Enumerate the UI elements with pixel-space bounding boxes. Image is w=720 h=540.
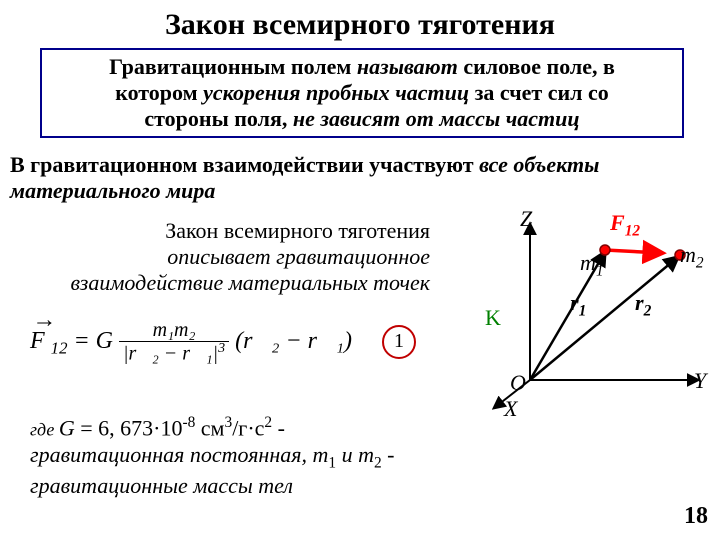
fn-l2b2: 2 — [374, 454, 382, 471]
f-G: G — [96, 328, 113, 354]
label-K: K — [485, 305, 501, 331]
f-den-pow: 3 — [218, 341, 225, 356]
f-eq: = — [73, 328, 95, 354]
fn-unit: см — [195, 415, 224, 440]
label-r1: r1 — [570, 290, 586, 320]
title: Закон всемирного тяготения — [0, 8, 720, 42]
label-O: O — [510, 370, 526, 396]
r1-main: r — [570, 290, 579, 315]
fn-l2end: - — [382, 442, 395, 467]
fn-l2a: гравитационная постоянная, m — [30, 442, 328, 467]
fn-per: /г·с — [232, 415, 264, 440]
fn-exp: -8 — [182, 414, 195, 431]
f-lhs-sub: 12 — [51, 339, 68, 358]
f-pl: ( — [235, 328, 243, 354]
f-pr: ) — [344, 328, 352, 354]
m1-main: m — [580, 250, 596, 275]
fn-and: и m — [336, 442, 374, 467]
f-den-r1: r⃗₁ — [182, 343, 212, 365]
fn-dash: - — [272, 415, 285, 440]
label-m1: m1 — [580, 250, 604, 280]
def-l2a: котором — [115, 80, 203, 105]
formula-row: → F 12 = G m₁m₂ |r⃗₂ − r⃗₁|3 (r⃗₂ − r⃗₁)… — [30, 320, 416, 365]
f-r1: r⃗₁ — [308, 328, 344, 354]
fn-gde: где — [30, 419, 59, 439]
m2-sub: 2 — [696, 254, 704, 271]
F12-main: F — [610, 210, 625, 235]
s2a: В гравитационном взаимодействии участвую… — [10, 152, 479, 177]
label-m2: m2 — [680, 242, 704, 272]
r2-sub: 2 — [644, 302, 652, 319]
f-num: m₁m₂ — [153, 319, 196, 341]
m1-sub: 1 — [596, 262, 604, 279]
equation-number-badge: 1 — [382, 325, 416, 359]
ld-b: описывает гравитационное — [167, 244, 430, 269]
f-den-r2: r⃗₂ — [129, 343, 159, 365]
page-number: 18 — [684, 503, 708, 530]
definition-box: Гравитационным полем называют силовое по… — [40, 48, 684, 138]
def-l3a: стороны поля, — [144, 106, 293, 131]
def-l1c: силовое поле, в — [458, 54, 615, 79]
f-minus2: − — [279, 328, 307, 354]
def-l1b: называют — [357, 54, 458, 79]
ld-a: Закон всемирного тяготения — [165, 218, 430, 243]
r1-sub: 1 — [579, 302, 587, 319]
slide: Закон всемирного тяготения Гравитационны… — [0, 0, 720, 540]
fn-l2a2: 1 — [328, 454, 336, 471]
f-den-minus: − — [159, 343, 183, 365]
law-description: Закон всемирного тяготения описывает гра… — [10, 218, 430, 296]
label-Y: Y — [694, 368, 706, 394]
sentence-participation: В гравитационном взаимодействии участвую… — [10, 152, 710, 204]
fn-u2: 2 — [264, 414, 272, 431]
def-l2b: ускорения пробных частиц — [203, 80, 474, 105]
label-F12: F12 — [610, 210, 640, 240]
def-l1a: Гравитационным полем — [109, 54, 357, 79]
label-r2: r2 — [635, 290, 651, 320]
fn-l3: гравитационные массы тел — [30, 473, 293, 498]
footnote: где G = 6, 673·10-8 см3/г·с2 - гравитаци… — [30, 414, 570, 499]
label-Z: Z — [520, 206, 532, 232]
ld-c: взаимодействие — [71, 270, 224, 295]
F12-sub: 12 — [625, 222, 640, 239]
vector-diagram: Z Y X O K F12 m1 m2 r1 r2 — [450, 210, 710, 410]
f-r2: r⃗₂ — [243, 328, 279, 354]
def-l3b: не зависят от массы частиц — [293, 106, 580, 131]
ld-d: материальных точек — [223, 270, 430, 295]
formula: → F 12 = G m₁m₂ |r⃗₂ − r⃗₁|3 (r⃗₂ − r⃗₁) — [30, 320, 352, 365]
fn-val: = 6, 673·10 — [75, 415, 183, 440]
def-l2c: за счет сил со — [475, 80, 609, 105]
fn-G: G — [59, 415, 75, 440]
m2-main: m — [680, 242, 696, 267]
label-X: X — [504, 396, 517, 422]
r2-main: r — [635, 290, 644, 315]
